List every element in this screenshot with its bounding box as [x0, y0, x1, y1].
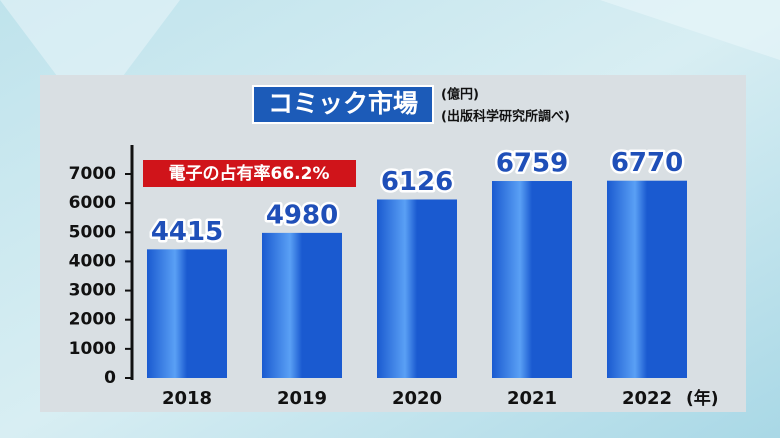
- decor: [600, 0, 780, 60]
- y-tick-label: 0: [104, 368, 116, 388]
- x-tick-label: 2019: [277, 388, 327, 409]
- value-label: 4415: [151, 217, 223, 247]
- bar: [377, 199, 457, 378]
- unit-label: (億円): [441, 87, 479, 103]
- source-label: (出版科学研究所調べ): [441, 109, 570, 125]
- y-tick-label: 1000: [69, 339, 116, 359]
- bar: [262, 232, 342, 378]
- value-label: 4980: [266, 200, 338, 230]
- y-tick-label: 2000: [69, 310, 116, 330]
- y-tick-label: 6000: [69, 193, 116, 213]
- decor: [0, 0, 180, 120]
- annotation: 電子の占有率66.2%: [169, 163, 330, 184]
- value-label: 6126: [381, 167, 453, 197]
- value-label: 6770: [611, 148, 683, 178]
- x-unit: (年): [686, 388, 719, 409]
- x-tick-label: 2018: [162, 388, 212, 409]
- bar: [147, 249, 227, 378]
- bar: [607, 180, 687, 378]
- y-tick-label: 5000: [69, 222, 116, 242]
- x-tick-label: 2021: [507, 388, 557, 409]
- y-tick-label: 4000: [69, 251, 116, 271]
- x-tick-label: 2020: [392, 388, 442, 409]
- annotation-box: [143, 160, 356, 187]
- value-label: 6759: [496, 149, 568, 179]
- bar: [492, 181, 572, 378]
- chart-title: コミック市場: [268, 89, 418, 118]
- y-tick-label: 7000: [69, 164, 116, 184]
- title-box: [252, 85, 434, 124]
- y-tick-label: 3000: [69, 281, 116, 301]
- x-tick-label: 2022: [622, 388, 672, 409]
